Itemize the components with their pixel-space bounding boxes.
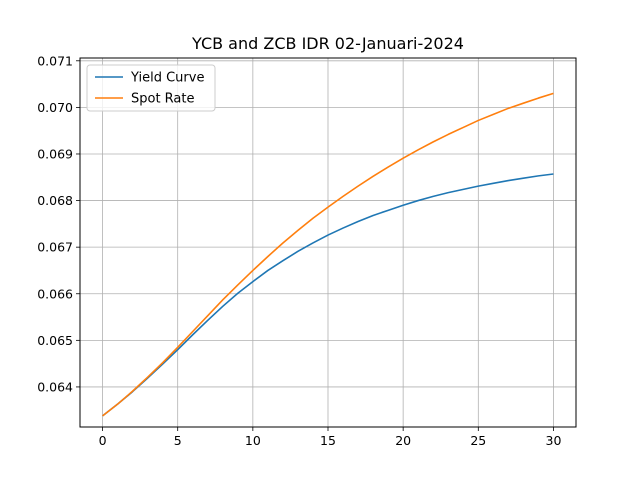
grid-lines xyxy=(80,58,576,427)
x-tick-label: 20 xyxy=(395,433,411,448)
y-tick-label: 0.068 xyxy=(37,193,73,208)
x-tick-label: 0 xyxy=(99,433,107,448)
series-lines xyxy=(102,92,554,417)
x-axis-ticks: 0 5 10 15 20 25 30 xyxy=(99,427,562,448)
y-tick-label: 0.066 xyxy=(37,286,73,301)
x-tick-label: 15 xyxy=(320,433,336,448)
y-tick-label: 0.071 xyxy=(37,53,73,68)
legend: Yield Curve Spot Rate xyxy=(86,64,216,112)
y-tick-label: 0.070 xyxy=(37,100,73,115)
y-tick-label: 0.067 xyxy=(37,240,73,255)
x-tick-label: 30 xyxy=(546,433,562,448)
x-tick-label: 25 xyxy=(470,433,486,448)
chart-title: YCB and ZCB IDR 02-Januari-2024 xyxy=(191,34,464,53)
y-tick-label: 0.064 xyxy=(37,379,73,394)
x-tick-label: 10 xyxy=(245,433,261,448)
y-tick-label: 0.065 xyxy=(37,333,73,348)
y-axis-ticks: 0.064 0.065 0.066 0.067 0.068 0.069 0.070 0.071 xyxy=(37,53,80,394)
series-line-0 xyxy=(102,173,554,417)
x-tick-label: 5 xyxy=(174,433,182,448)
series-line-1 xyxy=(102,92,554,417)
y-tick-label: 0.069 xyxy=(37,146,73,161)
legend-label-1: Spot Rate xyxy=(131,92,195,107)
legend-label-0: Yield Curve xyxy=(130,71,204,86)
